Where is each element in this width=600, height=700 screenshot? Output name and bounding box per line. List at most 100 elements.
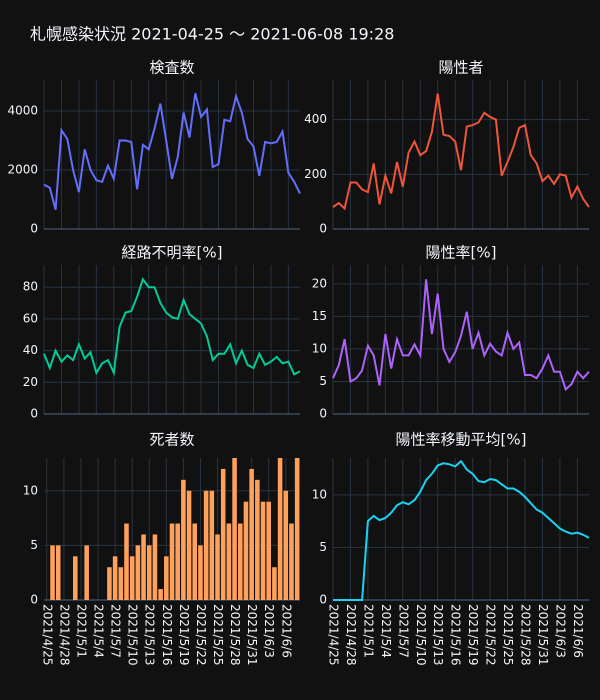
x-tick-label: 2021/5/13 xyxy=(431,604,445,666)
bar xyxy=(237,523,243,600)
bar xyxy=(164,556,169,600)
bar xyxy=(112,556,118,600)
bar xyxy=(141,534,146,600)
x-tick-label: 2021/6/3 xyxy=(262,604,276,658)
subplot-title: 経路不明率[%] xyxy=(122,244,223,262)
bar xyxy=(169,523,175,600)
x-tick-label: 2021/5/25 xyxy=(501,604,515,666)
line xyxy=(332,93,590,211)
y-tick-label: 0 xyxy=(319,593,327,607)
bar xyxy=(124,523,129,600)
bar xyxy=(50,545,55,600)
line xyxy=(43,92,301,211)
x-tick-label: 2021/5/28 xyxy=(228,604,242,666)
bar xyxy=(255,479,260,600)
x-tick-label: 2021/5/31 xyxy=(536,604,550,666)
y-tick-label: 80 xyxy=(23,280,38,294)
bar xyxy=(277,458,283,600)
bar xyxy=(243,501,249,600)
x-tick-label: 2021/5/10 xyxy=(126,604,140,666)
y-tick-label: 5 xyxy=(319,374,327,388)
x-tick-label: 2021/5/31 xyxy=(245,604,259,666)
bar xyxy=(55,545,61,600)
y-tick-label: 0 xyxy=(30,593,38,607)
bar xyxy=(209,490,215,600)
line xyxy=(333,459,590,601)
bar xyxy=(186,490,192,600)
bar xyxy=(266,501,271,600)
bar xyxy=(283,490,289,600)
y-tick-label: 20 xyxy=(23,375,38,389)
x-tick-label: 2021/4/25 xyxy=(327,604,341,666)
y-tick-label: 0 xyxy=(319,407,327,421)
y-tick-label: 60 xyxy=(23,311,38,325)
x-tick-label: 2021/5/4 xyxy=(379,604,393,658)
bar xyxy=(192,523,198,600)
subplot-title: 死者数 xyxy=(149,431,194,449)
subplot-title: 陽性率[%] xyxy=(426,244,497,262)
subplot-title: 陽性率移動平均[%] xyxy=(396,431,527,449)
x-tick-label: 2021/5/22 xyxy=(484,604,498,666)
bar xyxy=(289,523,294,600)
x-tick-label: 2021/5/7 xyxy=(109,604,123,658)
bar xyxy=(181,479,186,600)
line xyxy=(43,277,301,377)
x-tick-label: 2021/5/13 xyxy=(143,604,157,666)
bar xyxy=(135,545,141,600)
y-tick-label: 5 xyxy=(30,538,38,552)
bar xyxy=(175,523,180,600)
x-tick-label: 2021/5/16 xyxy=(449,604,463,666)
y-tick-label: 0 xyxy=(30,222,38,236)
bar xyxy=(107,567,112,600)
y-tick-label: 200 xyxy=(304,167,327,181)
bar xyxy=(158,589,163,600)
subplot-title: 検査数 xyxy=(149,59,194,77)
x-tick-label: 2021/5/1 xyxy=(361,604,375,658)
x-tick-label: 2021/5/1 xyxy=(74,604,88,658)
bar xyxy=(294,458,300,600)
y-tick-label: 0 xyxy=(319,222,327,236)
y-tick-label: 10 xyxy=(312,341,327,355)
x-tick-label: 2021/5/4 xyxy=(92,604,106,658)
y-tick-label: 400 xyxy=(304,112,327,126)
bar xyxy=(152,534,158,600)
y-tick-label: 15 xyxy=(312,309,327,323)
bar xyxy=(249,468,254,600)
x-tick-label: 2021/5/19 xyxy=(177,604,191,666)
bar xyxy=(226,523,232,600)
y-tick-label: 0 xyxy=(30,407,38,421)
bar xyxy=(260,501,266,600)
x-tick-label: 2021/5/7 xyxy=(396,604,410,658)
y-tick-label: 4000 xyxy=(7,103,38,117)
bar xyxy=(118,567,124,600)
bar xyxy=(129,556,135,600)
x-tick-label: 2021/6/3 xyxy=(553,604,567,658)
x-tick-label: 2021/5/25 xyxy=(211,604,225,666)
x-tick-label: 2021/6/6 xyxy=(279,604,293,658)
bar xyxy=(73,556,78,600)
x-tick-label: 2021/5/22 xyxy=(194,604,208,666)
bar xyxy=(84,545,89,600)
y-tick-label: 20 xyxy=(312,276,327,290)
y-tick-label: 10 xyxy=(23,483,38,497)
bar xyxy=(198,545,203,600)
bar xyxy=(215,534,220,600)
y-tick-label: 40 xyxy=(23,343,38,357)
x-tick-label: 2021/5/28 xyxy=(519,604,533,666)
x-tick-label: 2021/5/16 xyxy=(160,604,174,666)
bar xyxy=(220,468,226,600)
y-tick-label: 5 xyxy=(319,540,327,554)
x-tick-label: 2021/5/19 xyxy=(466,604,480,666)
page-title: 札幌感染状況 2021-04-25 ～ 2021-06-08 19:28 xyxy=(30,25,394,44)
bar xyxy=(232,458,237,600)
y-tick-label: 10 xyxy=(312,487,327,501)
bar xyxy=(146,545,152,600)
bar xyxy=(203,490,209,600)
x-tick-label: 2021/4/28 xyxy=(57,604,71,666)
x-tick-label: 2021/6/6 xyxy=(571,604,585,658)
x-tick-label: 2021/4/25 xyxy=(40,604,54,666)
x-tick-label: 2021/4/28 xyxy=(344,604,358,666)
y-tick-label: 2000 xyxy=(7,162,38,176)
